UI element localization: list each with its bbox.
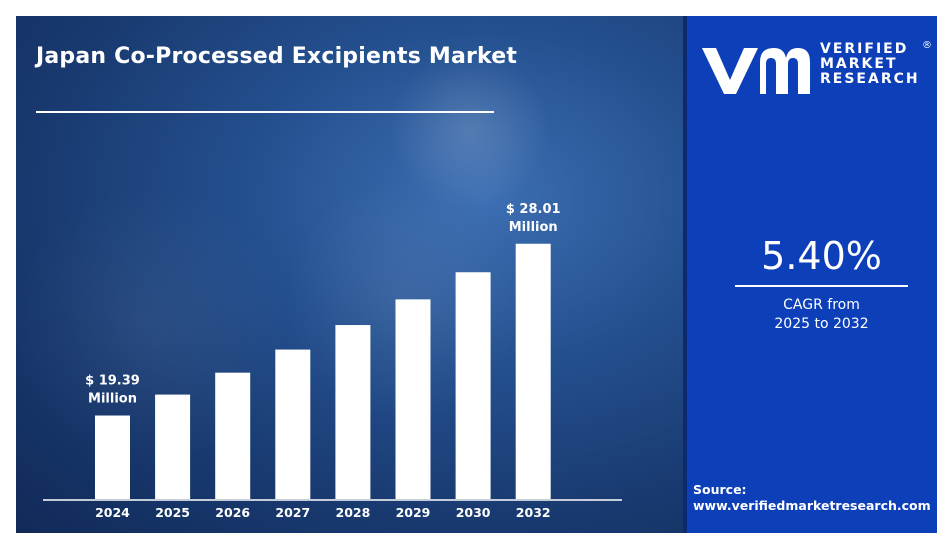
bar-2025 [155,394,191,499]
source-note: Source: www.verifiedmarketresearch.com [693,482,931,514]
title-underline [36,111,494,113]
vmr-logo-icon [702,48,810,94]
cagr-label-line-2: 2025 to 2032 [774,316,869,332]
bar-2027 [275,349,311,499]
brand-line-3: RESEARCH [820,71,920,87]
stats-panel [687,16,937,533]
brand-line-2: MARKET [820,56,898,72]
brand-wordmark: VERIFIED MARKET RESEARCH [820,42,920,87]
x-tick-label-2029: 2029 [396,505,431,520]
source-url: www.verifiedmarketresearch.com [693,498,931,513]
data-label-value-2032: $ 28.01 [506,202,561,217]
chart-title: Japan Co-Processed Excipients Market [36,44,518,69]
x-tick-label-2025: 2025 [155,505,190,520]
x-tick-label-2027: 2027 [275,505,310,520]
data-label-unit-2024: Million [88,392,137,407]
x-tick-label-2024: 2024 [95,505,130,520]
x-tick-label-2032: 2032 [516,505,551,520]
x-tick-label-2030: 2030 [456,505,491,520]
bar-2030 [455,272,491,499]
x-tick-label-2028: 2028 [336,505,371,520]
panel-divider [683,16,687,533]
bar-2026 [215,372,251,499]
cagr-divider [735,285,908,287]
cagr-label: CAGR from 2025 to 2032 [735,296,908,334]
cagr-value: 5.40% [761,234,882,278]
data-label-unit-2032: Million [509,220,558,235]
source-label: Source: [693,482,747,497]
data-label-value-2024: $ 19.39 [85,374,140,389]
bar-2029 [395,299,431,499]
registered-mark: ® [922,40,932,51]
bar-2024 [95,415,130,499]
cagr-label-line-1: CAGR from [783,297,860,313]
bar-2032 [515,243,551,499]
x-tick-label-2026: 2026 [215,505,250,520]
bar-2028 [335,325,371,499]
brand-line-1: VERIFIED [820,41,909,57]
